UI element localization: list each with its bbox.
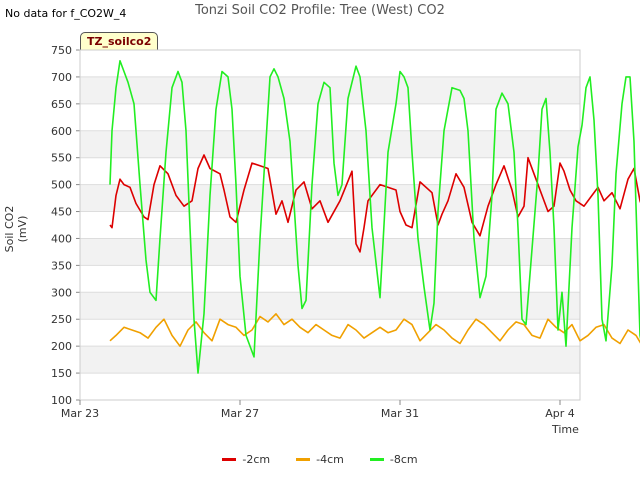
- x-axis-label: Time: [552, 423, 579, 436]
- legend-swatch-4cm: [296, 458, 311, 461]
- y-tick-label: 700: [51, 71, 72, 84]
- y-tick-label: 300: [51, 286, 72, 299]
- site-badge: TZ_soilco2: [80, 32, 159, 51]
- plot-band: [80, 184, 580, 212]
- legend-label-2cm: -2cm: [242, 453, 271, 466]
- x-tick-label: Mar 23: [61, 407, 99, 420]
- legend-label-8cm: -8cm: [389, 453, 418, 466]
- y-tick-label: 650: [51, 98, 72, 111]
- y-tick-label: 200: [51, 340, 72, 353]
- plot-band: [80, 103, 580, 131]
- x-tick-label: Apr 4: [545, 407, 575, 420]
- y-tick-label: 150: [51, 367, 72, 380]
- plot-band: [80, 211, 580, 239]
- legend-swatch-2cm: [222, 458, 237, 461]
- y-tick-label: 450: [51, 206, 72, 219]
- series-line-8cm: [109, 59, 640, 374]
- plot-band: [80, 238, 580, 266]
- plot-band: [80, 50, 580, 77]
- plot-band: [80, 265, 580, 293]
- legend-item-8cm[interactable]: -8cm: [369, 453, 418, 466]
- y-tick-label: 400: [51, 232, 72, 245]
- x-tick-label: Mar 31: [381, 407, 419, 420]
- legend-item-4cm[interactable]: -4cm: [296, 453, 344, 466]
- plot-band: [80, 130, 580, 158]
- plot-frame: [79, 49, 581, 401]
- y-tick-label: 600: [51, 125, 72, 138]
- series-line-4cm: [109, 312, 640, 348]
- y-tick-label: 500: [51, 179, 72, 192]
- y-tick-label: 550: [51, 152, 72, 165]
- legend-label-4cm: -4cm: [316, 453, 344, 466]
- plot-band: [80, 319, 580, 347]
- x-tick-label: Mar 27: [221, 407, 259, 420]
- legend-swatch-8cm: [369, 458, 384, 461]
- y-tick-label: 750: [51, 44, 72, 57]
- plot-band: [80, 292, 580, 320]
- legend-item-2cm[interactable]: -2cm: [222, 453, 270, 466]
- legend: -2cm -4cm -8cm: [0, 453, 640, 466]
- no-data-note: No data for f_CO2W_4: [5, 7, 127, 20]
- chart-title: Tonzi Soil CO2 Profile: Tree (West) CO2: [195, 3, 445, 18]
- y-tick-label: 100: [51, 394, 72, 407]
- y-tick-label: 250: [51, 313, 72, 326]
- plot-band: [80, 373, 580, 400]
- y-tick-label: 350: [51, 259, 72, 272]
- series-line-2cm: [109, 154, 640, 253]
- plot-band: [80, 346, 580, 374]
